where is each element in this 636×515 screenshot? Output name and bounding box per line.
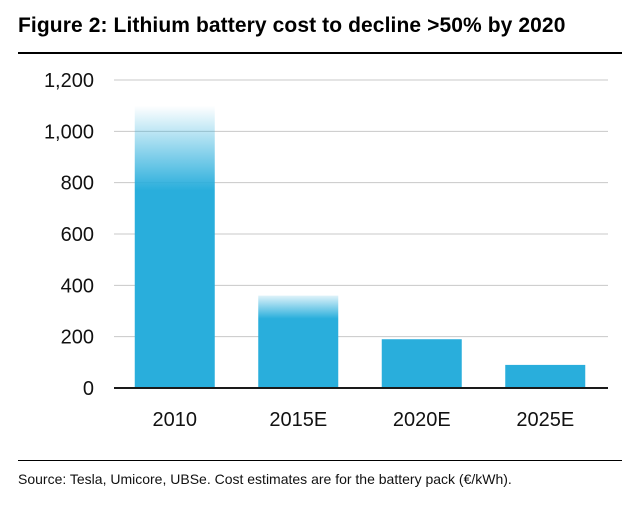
x-tick-label: 2015E <box>269 409 327 431</box>
y-tick-label: 0 <box>83 378 94 400</box>
y-tick-label: 800 <box>61 173 94 195</box>
bar-2025e <box>505 364 586 388</box>
title-rule <box>18 52 622 54</box>
bar-2020e <box>381 339 462 388</box>
source-note: Source: Tesla, Umicore, UBSe. Cost estim… <box>18 471 512 487</box>
y-tick-label: 1,200 <box>44 70 94 92</box>
y-tick-label: 600 <box>61 224 94 246</box>
x-tick-label: 2010 <box>153 409 198 431</box>
x-tick-label: 2020E <box>393 409 451 431</box>
y-tick-label: 1,000 <box>44 121 94 143</box>
y-tick-label: 200 <box>61 327 94 349</box>
bar-2010 <box>134 105 215 389</box>
chart-title: Figure 2: Lithium battery cost to declin… <box>18 14 566 37</box>
x-tick-label: 2025E <box>516 409 574 431</box>
bar-2015e <box>258 295 339 388</box>
source-rule <box>18 460 622 461</box>
y-tick-label: 400 <box>61 275 94 297</box>
